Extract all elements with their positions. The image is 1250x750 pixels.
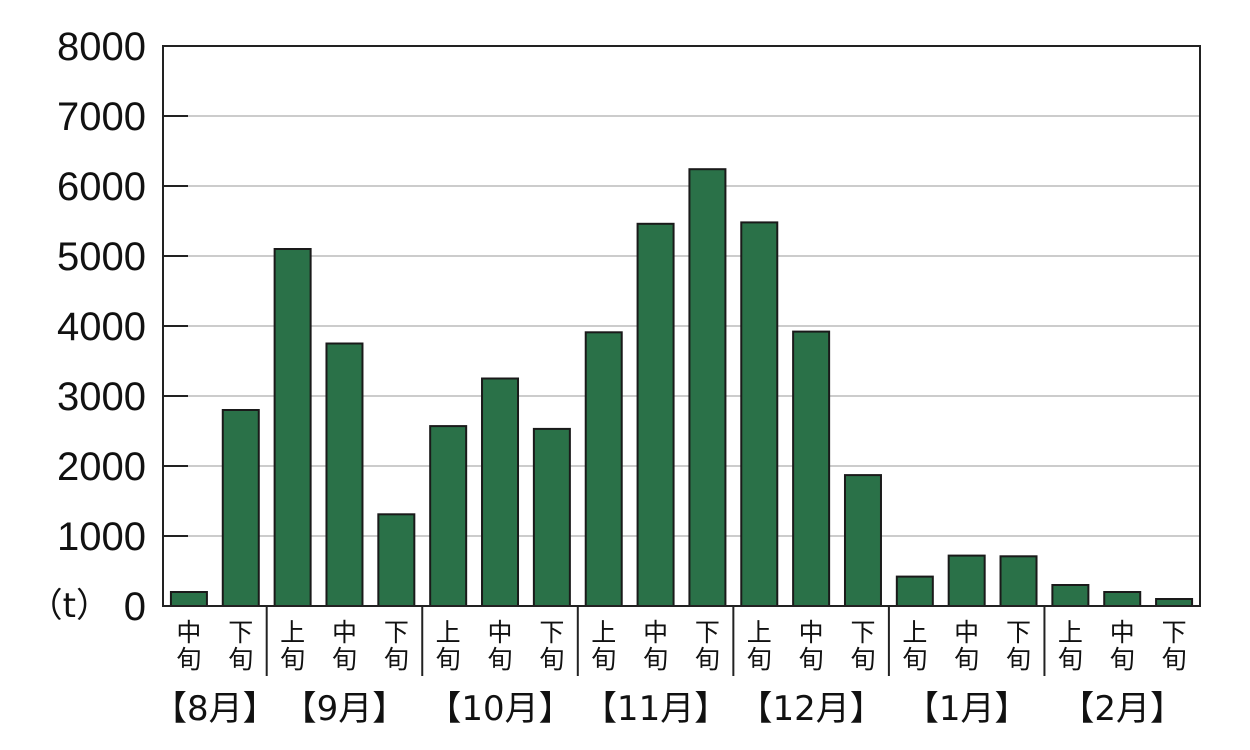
bar xyxy=(999,555,1038,607)
bars xyxy=(169,168,1194,608)
bar xyxy=(532,427,571,607)
x-period-label: 旬 xyxy=(1058,645,1083,674)
bar xyxy=(1155,598,1194,607)
x-period-label: 旬 xyxy=(384,645,409,674)
x-period-label: 中 xyxy=(954,618,979,647)
bar xyxy=(740,221,779,607)
x-period-label: 上 xyxy=(902,618,927,647)
bar xyxy=(169,591,208,607)
x-period-label: 中 xyxy=(1110,618,1135,647)
x-period-label: 旬 xyxy=(591,645,616,674)
x-period-label: 旬 xyxy=(176,645,201,674)
plot-frame xyxy=(162,45,1201,607)
x-period-label: 上 xyxy=(436,618,461,647)
y-axis-label: （t） xyxy=(29,586,110,626)
x-month-label: 【10月】 xyxy=(427,689,572,729)
x-month-label: 【12月】 xyxy=(738,689,883,729)
x-month-label: 【11月】 xyxy=(583,689,728,729)
bar xyxy=(688,168,727,607)
x-period-label: 下 xyxy=(228,618,253,647)
x-period-label: 中 xyxy=(643,618,668,647)
y-tick-label: 6000 xyxy=(57,165,146,209)
x-period-label: 上 xyxy=(591,618,616,647)
bar xyxy=(481,377,520,607)
y-tick-label: 4000 xyxy=(57,305,146,349)
x-period-label: 旬 xyxy=(954,645,979,674)
bar xyxy=(636,222,675,608)
bar xyxy=(429,425,468,607)
axes xyxy=(162,45,1201,676)
x-month-label: 【1月】 xyxy=(905,689,1029,729)
bar xyxy=(1051,584,1090,607)
bar xyxy=(273,248,312,607)
x-period-label: 中 xyxy=(332,618,357,647)
x-period-label: 旬 xyxy=(643,645,668,674)
bar xyxy=(792,330,831,607)
x-period-label: 上 xyxy=(280,618,305,647)
x-period-label: 旬 xyxy=(539,645,564,674)
x-period-label: 中 xyxy=(488,618,513,647)
bar xyxy=(584,331,623,607)
bar xyxy=(377,513,416,607)
x-period-label: 旬 xyxy=(747,645,772,674)
bar xyxy=(221,409,260,607)
bar xyxy=(895,575,934,607)
x-period-label: 中 xyxy=(176,618,201,647)
x-month-label: 【2月】 xyxy=(1060,689,1184,729)
x-period-label: 上 xyxy=(1058,618,1083,647)
bar xyxy=(325,342,364,607)
x-period-label: 下 xyxy=(384,618,409,647)
y-tick-label: 0 xyxy=(124,585,146,629)
x-period-label: 下 xyxy=(850,618,875,647)
x-period-label: 旬 xyxy=(1162,645,1187,674)
y-tick-label: 3000 xyxy=(57,375,146,419)
bar xyxy=(1103,591,1142,607)
x-tick-labels: 中旬下旬【8月】上旬中旬下旬【9月】上旬中旬下旬【10月】上旬中旬下旬【11月】… xyxy=(153,618,1187,729)
x-period-label: 旬 xyxy=(1110,645,1135,674)
x-period-label: 旬 xyxy=(1006,645,1031,674)
x-period-label: 旬 xyxy=(332,645,357,674)
y-tick-label: 7000 xyxy=(57,95,146,139)
y-tick-labels: 0 1000 2000 3000 4000 5000 6000 7000 8000 xyxy=(57,25,146,629)
x-period-label: 旬 xyxy=(850,645,875,674)
y-tick-label: 2000 xyxy=(57,445,146,489)
gridlines xyxy=(163,115,1200,537)
x-period-label: 旬 xyxy=(488,645,513,674)
x-period-label: 上 xyxy=(747,618,772,647)
y-tick-label: 5000 xyxy=(57,235,146,279)
x-period-label: 旬 xyxy=(902,645,927,674)
x-period-label: 旬 xyxy=(799,645,824,674)
y-tick-label: 8000 xyxy=(57,25,146,69)
y-tick-label: 1000 xyxy=(57,515,146,559)
x-period-label: 旬 xyxy=(436,645,461,674)
x-period-label: 下 xyxy=(539,618,564,647)
x-period-label: 旬 xyxy=(695,645,720,674)
x-month-label: 【8月】 xyxy=(153,689,277,729)
bar xyxy=(843,474,882,607)
x-period-label: 中 xyxy=(799,618,824,647)
x-period-label: 下 xyxy=(695,618,720,647)
x-period-label: 旬 xyxy=(228,645,253,674)
x-month-label: 【9月】 xyxy=(283,689,407,729)
x-period-label: 旬 xyxy=(280,645,305,674)
x-period-label: 下 xyxy=(1162,618,1187,647)
bar xyxy=(947,554,986,607)
x-period-label: 下 xyxy=(1006,618,1031,647)
